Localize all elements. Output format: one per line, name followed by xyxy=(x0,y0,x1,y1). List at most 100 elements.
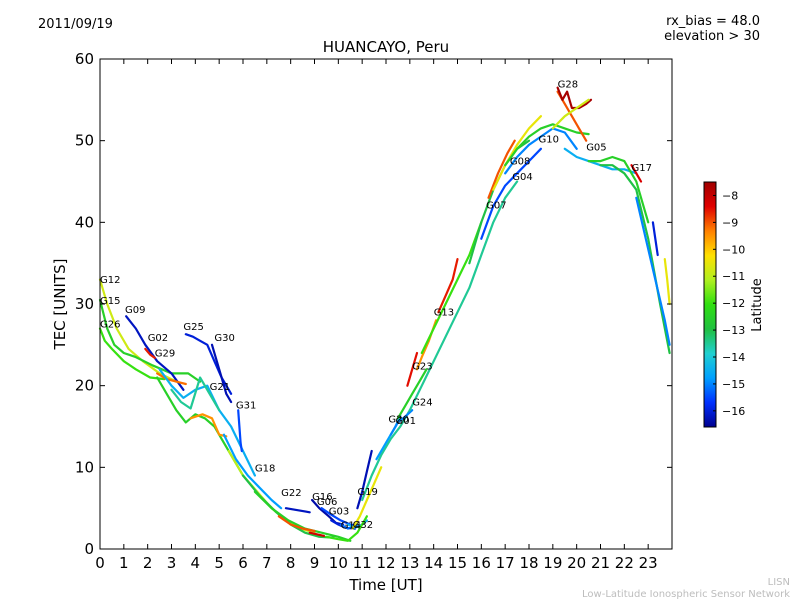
colorbar-tick-label: −8 xyxy=(722,189,738,202)
series-line-s16 xyxy=(504,123,590,167)
series-line-s21 xyxy=(651,221,659,257)
series-line-g10 xyxy=(504,127,578,175)
chart-title: HUANCAYO, Peru xyxy=(323,38,449,56)
series-line-s3 xyxy=(170,376,221,412)
y-tick-label: 60 xyxy=(75,50,94,68)
x-tick-label: 5 xyxy=(214,554,224,572)
rx-bias-label: rx_bias = 48.0 xyxy=(666,14,760,29)
series-label-g09: G09 xyxy=(125,305,145,316)
series-line-s19 xyxy=(587,155,650,224)
series-line-g24 xyxy=(396,368,428,420)
y-tick-label: 40 xyxy=(75,213,94,231)
plot-frame xyxy=(99,58,673,550)
series-label-g05: G05 xyxy=(586,143,606,154)
elevation-label: elevation > 30 xyxy=(664,29,760,44)
colorbar xyxy=(703,181,717,428)
x-tick-label: 3 xyxy=(167,554,177,572)
series-line-g23 xyxy=(406,351,419,387)
series-line-g13 xyxy=(420,221,483,355)
series-line-g01 xyxy=(389,409,414,436)
footer-lisn: LISN xyxy=(767,577,790,588)
colorbar-tick-label: −9 xyxy=(722,216,738,229)
series-line-g02 xyxy=(144,347,156,359)
series-label-g10: G10 xyxy=(539,134,559,145)
series-label-g32: G32 xyxy=(353,520,373,531)
series-label-g23: G23 xyxy=(412,361,432,372)
series-line-g22 xyxy=(284,507,311,514)
series-label-g31: G31 xyxy=(236,401,256,412)
series-label-g07: G07 xyxy=(486,200,506,211)
x-tick-label: 7 xyxy=(262,554,272,572)
x-tick-label: 22 xyxy=(615,554,634,572)
x-tick-label: 1 xyxy=(119,554,129,572)
y-axis-label: TEC [UNITS] xyxy=(51,259,69,351)
x-axis-label: Time [UT] xyxy=(348,576,422,594)
x-tick-label: 2 xyxy=(143,554,153,572)
series-line-s18 xyxy=(551,98,590,130)
series-line-s10 xyxy=(351,466,383,530)
series-label-g16: G16 xyxy=(312,492,332,503)
colorbar-tick-label: −13 xyxy=(722,324,745,337)
series-label-g17: G17 xyxy=(632,163,652,174)
x-tick-label: 15 xyxy=(448,554,467,572)
series-label-g12: G12 xyxy=(100,275,120,286)
series-label-g04: G04 xyxy=(512,172,532,183)
series-label-g13: G13 xyxy=(434,307,454,318)
series-line-s9 xyxy=(325,515,368,542)
colorbar-tick-label: −10 xyxy=(722,243,745,256)
series-label-g02: G02 xyxy=(148,333,168,344)
series-line-g12 xyxy=(98,278,178,383)
series-label-g24: G24 xyxy=(412,397,432,408)
series-line-g09 xyxy=(125,315,185,391)
x-tick-label: 18 xyxy=(519,554,538,572)
series-line-s20 xyxy=(635,196,671,346)
x-tick-label: 20 xyxy=(567,554,586,572)
x-tick-label: 11 xyxy=(353,554,372,572)
series-label-g14: G14 xyxy=(341,521,361,532)
series-label-g01: G01 xyxy=(396,416,416,427)
series-label-g29: G29 xyxy=(155,348,175,359)
series-line-s7 xyxy=(277,515,316,533)
x-tick-label: 17 xyxy=(496,554,515,572)
colorbar-label: Latitude xyxy=(750,278,765,332)
colorbar-tick-label: −11 xyxy=(722,270,745,283)
series-line-g17 xyxy=(599,164,671,355)
series-label-g25: G25 xyxy=(183,322,203,333)
series-label-g03: G03 xyxy=(329,507,349,518)
series-line-s17 xyxy=(556,86,593,110)
x-tick-label: 6 xyxy=(238,554,248,572)
series-label-g18: G18 xyxy=(255,463,275,474)
series-line-g18 xyxy=(222,433,283,510)
date-label: 2011/09/19 xyxy=(38,17,113,32)
series-line-g08 xyxy=(487,139,516,199)
series-line-g30 xyxy=(210,343,233,404)
series-line-g26 xyxy=(98,327,166,381)
series-line-g19 xyxy=(356,449,373,510)
series-label-g26: G26 xyxy=(100,320,120,331)
x-tick-label: 4 xyxy=(191,554,201,572)
x-tick-label: 23 xyxy=(639,554,658,572)
x-tick-label: 21 xyxy=(591,554,610,572)
series-line-s11 xyxy=(361,409,411,502)
series-label-g15: G15 xyxy=(100,296,120,307)
series-line-s2 xyxy=(189,413,228,438)
footer-network: Low-Latitude Ionospheric Sensor Network xyxy=(582,589,790,600)
colorbar-tick-label: −12 xyxy=(722,297,745,310)
series-line-s14 xyxy=(408,180,519,412)
x-tick-label: 9 xyxy=(310,554,320,572)
colorbar-tick-label: −15 xyxy=(722,378,745,391)
y-tick-label: 10 xyxy=(75,458,94,476)
x-tick-label: 19 xyxy=(543,554,562,572)
x-tick-label: 13 xyxy=(400,554,419,572)
x-tick-label: 0 xyxy=(95,554,105,572)
series-label-g22: G22 xyxy=(281,488,301,499)
series-line-g06 xyxy=(320,507,359,528)
series-line-g04 xyxy=(480,147,542,240)
series-line-s23 xyxy=(630,164,643,183)
series-label-g21: G21 xyxy=(210,382,230,393)
series-label-g06: G06 xyxy=(317,497,337,508)
series-label-g20: G20 xyxy=(388,414,408,425)
x-tick-label: 16 xyxy=(472,554,491,572)
colorbar-tick-label: −14 xyxy=(722,351,745,364)
